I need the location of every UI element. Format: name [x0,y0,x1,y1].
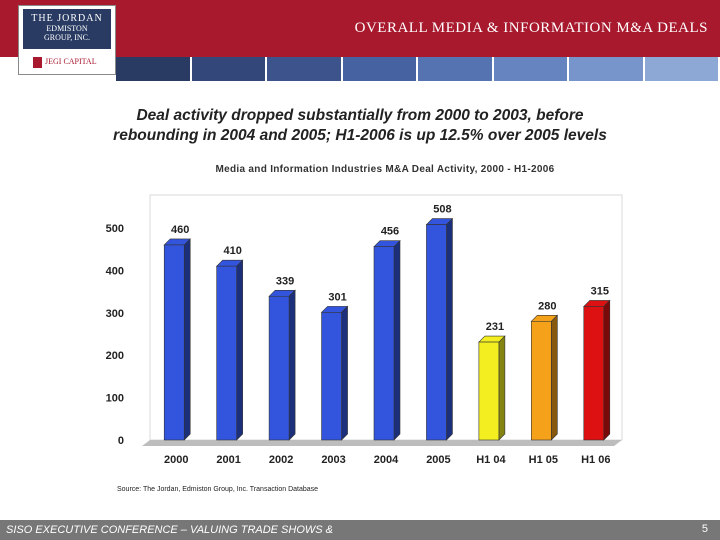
value-label: 280 [538,300,556,312]
header-stripe [569,57,643,81]
headline-line-2: rebounding in 2004 and 2005; H1-2006 is … [113,127,607,144]
x-tick-label: 2001 [216,454,240,466]
capital-mark-icon [33,56,42,68]
x-tick-label: 2003 [321,454,345,466]
page-title: OVERALL MEDIA & INFORMATION M&A DEALS [354,20,708,36]
value-label: 339 [276,275,294,287]
value-label: 410 [223,245,241,257]
footer-text: SISO EXECUTIVE CONFERENCE – VALUING TRAD… [6,524,334,536]
bar-side [393,239,401,441]
y-tick-label: 100 [106,393,124,405]
y-tick-label: 500 [106,223,124,235]
footer-bar: SISO EXECUTIVE CONFERENCE – VALUING TRAD… [0,520,720,540]
value-label: 231 [486,321,504,333]
header-stripe [267,57,341,81]
bar-side [341,305,348,441]
bar-side [446,217,453,441]
x-tick-label: 2002 [269,454,293,466]
x-tick-label: H1 06 [581,454,610,466]
value-label: 315 [591,285,609,297]
value-label: 460 [171,224,189,236]
plot-floor [142,440,622,446]
bar [426,224,447,441]
jeg-logo: THE JORDAN EDMISTON GROUP, INC. [23,9,111,49]
x-tick-label: 2000 [164,454,188,466]
header-stripes [116,57,720,81]
header-band: OVERALL MEDIA & INFORMATION M&A DEALS [0,0,720,57]
bar-side [183,238,191,441]
company-logo: THE JORDAN EDMISTON GROUP, INC. JEGI CAP… [18,5,116,75]
x-tick-label: H1 05 [529,454,558,466]
bar [268,295,290,441]
bar-side [498,335,506,441]
logo-line-3: GROUP, INC. [43,33,90,42]
y-tick-label: 0 [118,435,124,447]
headline-line-1: Deal activity dropped substantially from… [136,107,584,124]
logo-capital-text: JEGI CAPITAL [45,57,97,66]
bar [373,246,395,441]
value-label: 456 [381,226,399,238]
y-tick-label: 200 [106,350,124,362]
y-tick-label: 400 [106,265,124,277]
value-label: 301 [328,291,346,303]
header-stripe [418,57,492,81]
logo-line-2: EDMISTON [46,24,88,33]
x-tick-label: 2004 [374,454,399,466]
header-stripe [191,57,265,81]
bar [531,320,552,441]
x-tick-label: 2005 [426,454,450,466]
logo-line-1: THE JORDAN [31,13,103,24]
bar [321,312,342,441]
bar-side [603,299,611,441]
x-tick-label: H1 04 [476,454,506,466]
value-label: 508 [433,204,451,216]
bar-side [236,259,243,441]
slide-headline: Deal activity dropped substantially from… [40,106,680,146]
bar [163,244,185,441]
bar-side [288,289,296,441]
page-number: 5 [701,523,708,535]
bar-side [551,314,558,441]
header-stripe [116,57,190,81]
header-stripe [644,57,718,81]
bar [216,265,237,441]
chart-title: Media and Information Industries M&A Dea… [215,164,555,175]
header-stripe [342,57,416,81]
source-note: Source: The Jordan, Edmiston Group, Inc.… [117,486,319,493]
y-tick-label: 300 [106,308,124,320]
jegi-capital-logo: JEGI CAPITAL [23,54,111,70]
header-stripe [493,57,567,81]
bar [478,341,500,441]
bar [583,306,605,441]
